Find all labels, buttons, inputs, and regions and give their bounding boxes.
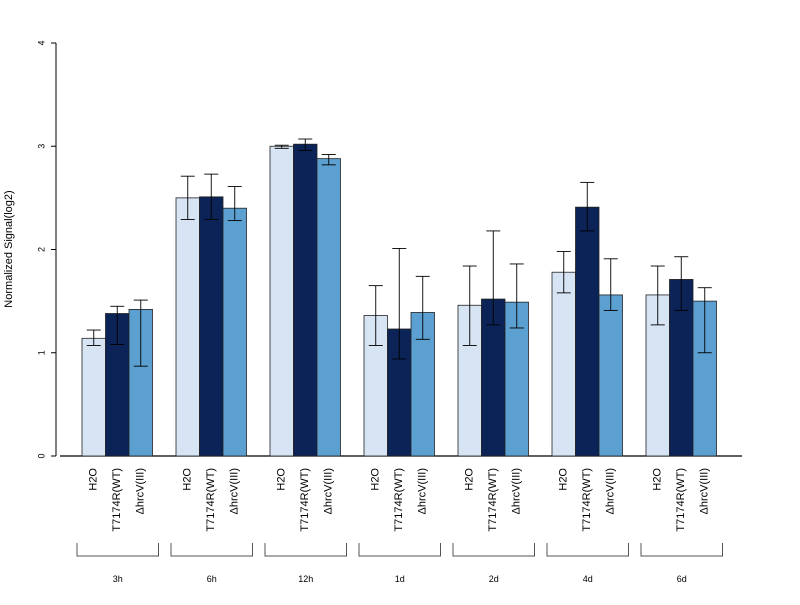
bar xyxy=(269,145,294,457)
group-bracket xyxy=(170,543,253,557)
group-bracket xyxy=(358,543,441,557)
bar xyxy=(551,271,576,457)
category-label: T7174R(WT) xyxy=(581,468,593,532)
category-label: ΔhrcV(III) xyxy=(135,468,147,514)
category-label: ΔhrcV(III) xyxy=(699,468,711,514)
bar xyxy=(575,206,600,457)
bar xyxy=(199,196,224,457)
error-bars xyxy=(86,138,712,367)
bar xyxy=(316,158,341,457)
group-label: 1d xyxy=(395,574,405,584)
category-label: H2O xyxy=(464,468,476,491)
group-label: 3h xyxy=(113,574,123,584)
category-label: ΔhrcV(III) xyxy=(417,468,429,514)
category-label: T7174R(WT) xyxy=(299,468,311,532)
group-label: 12h xyxy=(298,574,313,584)
category-label: T7174R(WT) xyxy=(675,468,687,532)
group-bracket xyxy=(264,543,347,557)
category-label: ΔhrcV(III) xyxy=(323,468,335,514)
bar xyxy=(81,337,106,457)
category-label: H2O xyxy=(370,468,382,491)
group-label: 6h xyxy=(207,574,217,584)
group-label: 6d xyxy=(677,574,687,584)
category-label: H2O xyxy=(652,468,664,491)
category-label: ΔhrcV(III) xyxy=(511,468,523,514)
group-brackets: 3h 6h 12h 1d 2d 4d 6d xyxy=(76,543,723,584)
category-label: T7174R(WT) xyxy=(393,468,405,532)
category-labels: H2O T7174R(WT) ΔhrcV(III) H2O T7174R(WT) Δhrc… xyxy=(88,468,711,532)
y-tick-label: 3 xyxy=(36,144,46,149)
y-tick-label: 1 xyxy=(36,350,46,355)
group-bracket xyxy=(546,543,629,557)
category-label: H2O xyxy=(88,468,100,491)
category-label: ΔhrcV(III) xyxy=(229,468,241,514)
group-bracket xyxy=(76,543,159,557)
y-axis-title: Normalized Signal(log2) xyxy=(3,190,15,307)
group-label: 2d xyxy=(489,574,499,584)
category-label: H2O xyxy=(182,468,194,491)
category-label: T7174R(WT) xyxy=(205,468,217,532)
y-tick-label: 0 xyxy=(36,453,46,458)
group-bracket xyxy=(452,543,535,557)
bar xyxy=(598,294,623,457)
category-label: T7174R(WT) xyxy=(111,468,123,532)
group-label: 4d xyxy=(583,574,593,584)
bar xyxy=(175,197,200,457)
group-bracket xyxy=(640,543,723,557)
category-label: ΔhrcV(III) xyxy=(605,468,617,514)
category-label: H2O xyxy=(276,468,288,491)
bars xyxy=(81,143,717,457)
category-label: T7174R(WT) xyxy=(487,468,499,532)
y-tick-label: 2 xyxy=(36,247,46,252)
bar xyxy=(293,143,318,457)
bar xyxy=(222,207,247,457)
category-label: H2O xyxy=(558,468,570,491)
y-tick-label: 4 xyxy=(36,40,46,45)
